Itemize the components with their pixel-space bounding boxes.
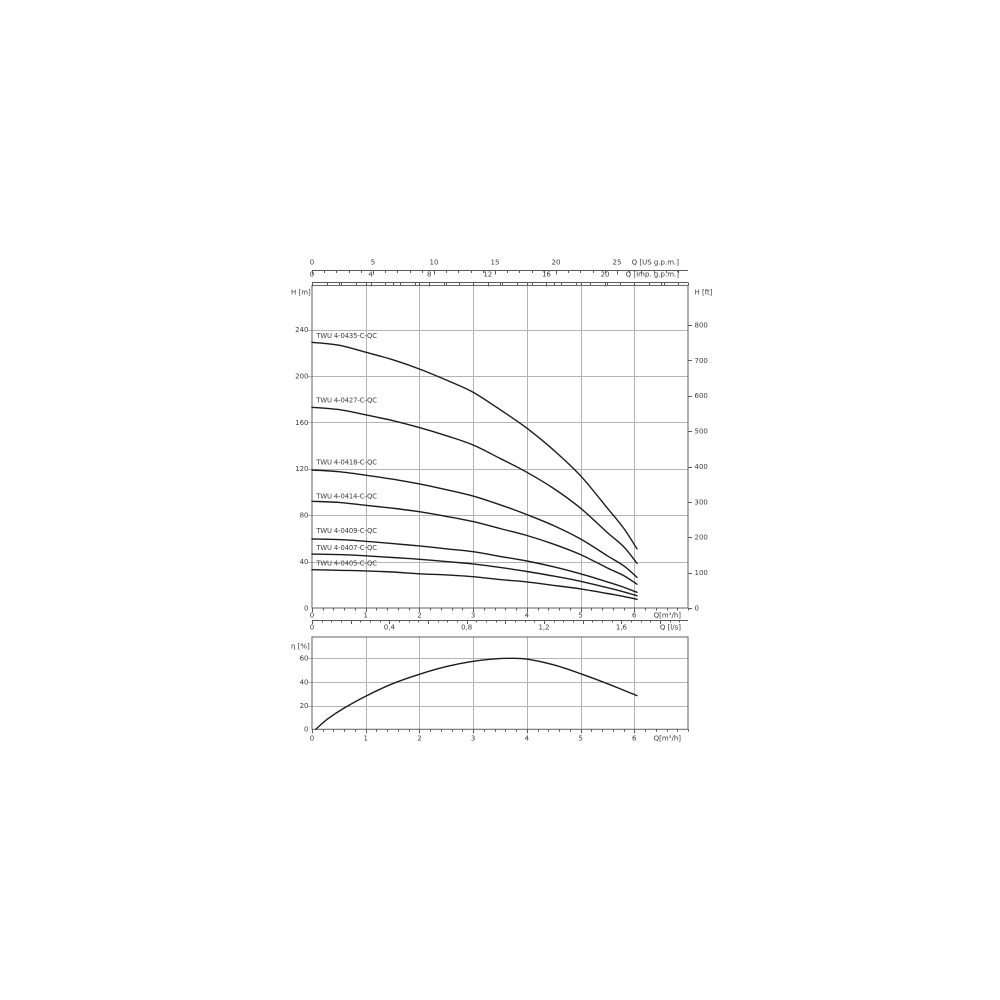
eta-tick-label: 40: [300, 678, 309, 686]
axis-tick-label: 20: [601, 271, 610, 279]
h-ft-tick-label: 700: [695, 357, 708, 365]
efficiency-plot-frame: [311, 636, 689, 730]
axis-tick-label: 16: [542, 271, 551, 279]
h-ft-tick-label: 300: [695, 498, 708, 506]
curve-twu-4-0407-c-qc: [311, 553, 638, 597]
eta-tick-label: 60: [300, 655, 309, 663]
q-m3h-tick-label: 2: [417, 735, 421, 743]
curve-label-twu-4-0407-c-qc: TWU 4-0407-C-QC: [315, 544, 377, 552]
curve-twu-4-0427-c-qc: [311, 406, 638, 564]
h-ft-tick-label: 100: [695, 569, 708, 577]
curve-label-twu-4-0418-c-qc: TWU 4-0418-C-QC: [315, 459, 377, 467]
q-m3h-tick-label: 0: [310, 612, 314, 620]
q-m3h-tick-label: 1: [363, 612, 367, 620]
axis-tick-label: 4: [368, 271, 373, 279]
h-m-tick-label: 80: [300, 512, 309, 520]
bottom-axis-q-l-s: 0 0,4 0,8 1,2 1,6 Q [l/s]: [310, 620, 688, 632]
h-ft-tick-label: 400: [695, 463, 708, 471]
eta-tick-label: 20: [300, 702, 309, 710]
curve-label-twu-4-0427-c-qc: TWU 4-0427-C-QC: [315, 397, 377, 405]
curve-twu-4-0418-c-qc: [311, 469, 638, 578]
h-m-axis-title: H [m]: [291, 289, 311, 297]
q-m3h-tick-label: 2: [417, 612, 421, 620]
q-m3h-tick-label: 6: [632, 612, 637, 620]
curve-efficiency: [315, 657, 638, 730]
axis-tick-label: 0: [310, 271, 314, 279]
axis-tick-label: 15: [491, 259, 500, 267]
h-m-tick-label: 160: [295, 419, 308, 427]
efficiency-chart: 0 20 40 60 η [%] 0 1 2 3 4 5 6 Q[m³/h]: [291, 636, 689, 743]
h-ft-tick-label: 0: [695, 604, 699, 612]
top-axis-q-us-g-p-m: 0 5 10 15 20 25 Q [US g.p.m.]: [310, 259, 688, 275]
curve-label-twu-4-0414-c-qc: TWU 4-0414-C-QC: [315, 492, 377, 500]
q-m3h-tick-label: 0: [310, 735, 314, 743]
curve-label-twu-4-0409-c-qc: TWU 4-0409-C-QC: [315, 527, 377, 535]
axis-tick-label: 8: [427, 271, 431, 279]
axis-tick-label: 5: [371, 259, 375, 267]
q-m3h-tick-label: 4: [525, 735, 530, 743]
q-m3h-tick-label: 4: [525, 612, 530, 620]
axis-tick-label: 0: [310, 259, 314, 267]
eta-tick-label: 0: [304, 726, 308, 734]
axis-tick-label: 25: [613, 259, 622, 267]
axis-tick-label: 12: [483, 271, 492, 279]
h-ft-tick-label: 500: [695, 428, 708, 436]
curve-label-twu-4-0405-c-qc: TWU 4-0405-C-QC: [315, 560, 377, 568]
h-ft-tick-label: 600: [695, 392, 708, 400]
curve-label-twu-4-0435-c-qc: TWU 4-0435-C-QC: [315, 332, 377, 340]
q-m3h-tick-label: 5: [578, 735, 582, 743]
curve-twu-4-0435-c-qc: [311, 341, 638, 550]
curve-twu-4-0409-c-qc: [311, 538, 638, 593]
h-m-tick-label: 200: [295, 372, 308, 380]
h-m-tick-label: 0: [304, 604, 308, 612]
h-m-tick-label: 120: [295, 465, 308, 473]
q-ls-tick-label: 0: [310, 624, 314, 632]
curve-twu-4-0414-c-qc: [311, 500, 638, 585]
q-m3h-tick-label: 6: [632, 735, 637, 743]
q-m3h-axis-title: Q[m³/h]: [654, 735, 682, 743]
q-m3h-axis-title: Q[m³/h]: [654, 612, 682, 620]
q-ls-tick-label: 0,8: [461, 624, 472, 632]
h-ft-tick-label: 800: [695, 322, 708, 330]
q-m3h-tick-label: 1: [363, 735, 367, 743]
axis-title: Q [US g.p.m.]: [632, 259, 680, 267]
curve-twu-4-0405-c-qc: [311, 569, 638, 600]
axis-title: Q [Imp. g.p.m.]: [626, 271, 680, 279]
h-m-tick-label: 240: [295, 326, 308, 334]
q-m3h-tick-label: 3: [471, 612, 475, 620]
h-m-tick-label: 40: [300, 558, 309, 566]
q-ls-tick-label: 1,2: [538, 624, 549, 632]
axis-tick-label: 20: [552, 259, 561, 267]
h-ft-axis-title: H [ft]: [695, 289, 713, 297]
q-m3h-tick-label: 3: [471, 735, 475, 743]
h-ft-tick-label: 200: [695, 534, 708, 542]
eta-axis-title: η [%]: [291, 643, 310, 651]
q-ls-tick-label: 0,4: [384, 624, 396, 632]
q-m3h-tick-label: 5: [578, 612, 582, 620]
q-ls-tick-label: 1,6: [616, 624, 628, 632]
axis-tick-label: 10: [430, 259, 439, 267]
q-ls-axis-title: Q [l/s]: [660, 624, 681, 632]
